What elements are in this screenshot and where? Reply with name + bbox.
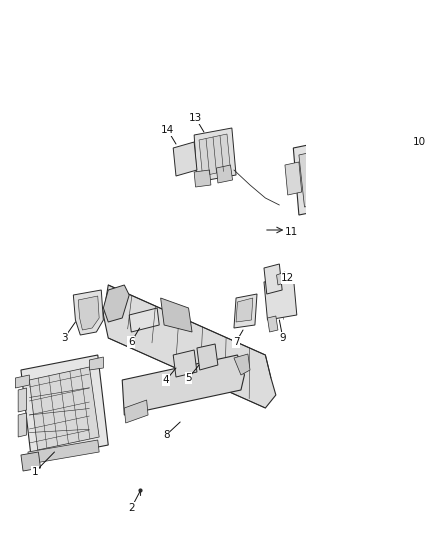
Polygon shape — [276, 272, 286, 285]
Text: 4: 4 — [163, 375, 170, 385]
Text: 5: 5 — [185, 373, 192, 383]
Polygon shape — [194, 170, 211, 187]
Polygon shape — [103, 285, 129, 322]
Polygon shape — [264, 264, 282, 294]
Polygon shape — [21, 452, 40, 471]
Polygon shape — [161, 298, 192, 332]
Polygon shape — [28, 440, 99, 464]
Polygon shape — [21, 355, 108, 460]
Polygon shape — [173, 350, 197, 377]
Polygon shape — [15, 375, 29, 388]
Polygon shape — [122, 355, 244, 415]
Text: 6: 6 — [128, 337, 134, 347]
Text: 2: 2 — [128, 503, 134, 513]
Polygon shape — [264, 276, 297, 320]
Polygon shape — [73, 290, 103, 335]
Polygon shape — [216, 165, 233, 183]
Polygon shape — [377, 128, 399, 172]
Text: 10: 10 — [413, 137, 426, 147]
Polygon shape — [234, 294, 257, 328]
Text: 14: 14 — [161, 125, 174, 135]
Polygon shape — [268, 316, 278, 332]
Text: 9: 9 — [279, 333, 286, 343]
Polygon shape — [299, 136, 392, 207]
Polygon shape — [194, 128, 236, 182]
Polygon shape — [199, 134, 230, 176]
Polygon shape — [293, 128, 399, 215]
Text: 3: 3 — [61, 333, 67, 343]
Polygon shape — [18, 388, 27, 412]
Polygon shape — [124, 400, 148, 423]
Polygon shape — [234, 354, 250, 375]
Polygon shape — [197, 344, 218, 370]
Text: 13: 13 — [189, 113, 202, 123]
Polygon shape — [89, 357, 103, 370]
Polygon shape — [173, 142, 197, 176]
Polygon shape — [129, 308, 159, 332]
Polygon shape — [103, 285, 276, 408]
Polygon shape — [29, 367, 99, 450]
Text: 1: 1 — [32, 467, 38, 477]
Text: 12: 12 — [281, 273, 294, 283]
Text: 7: 7 — [233, 337, 239, 347]
Polygon shape — [78, 296, 99, 330]
Polygon shape — [236, 298, 253, 322]
Text: 8: 8 — [163, 430, 170, 440]
Polygon shape — [18, 413, 27, 437]
Polygon shape — [285, 162, 302, 195]
Text: 11: 11 — [285, 227, 299, 237]
